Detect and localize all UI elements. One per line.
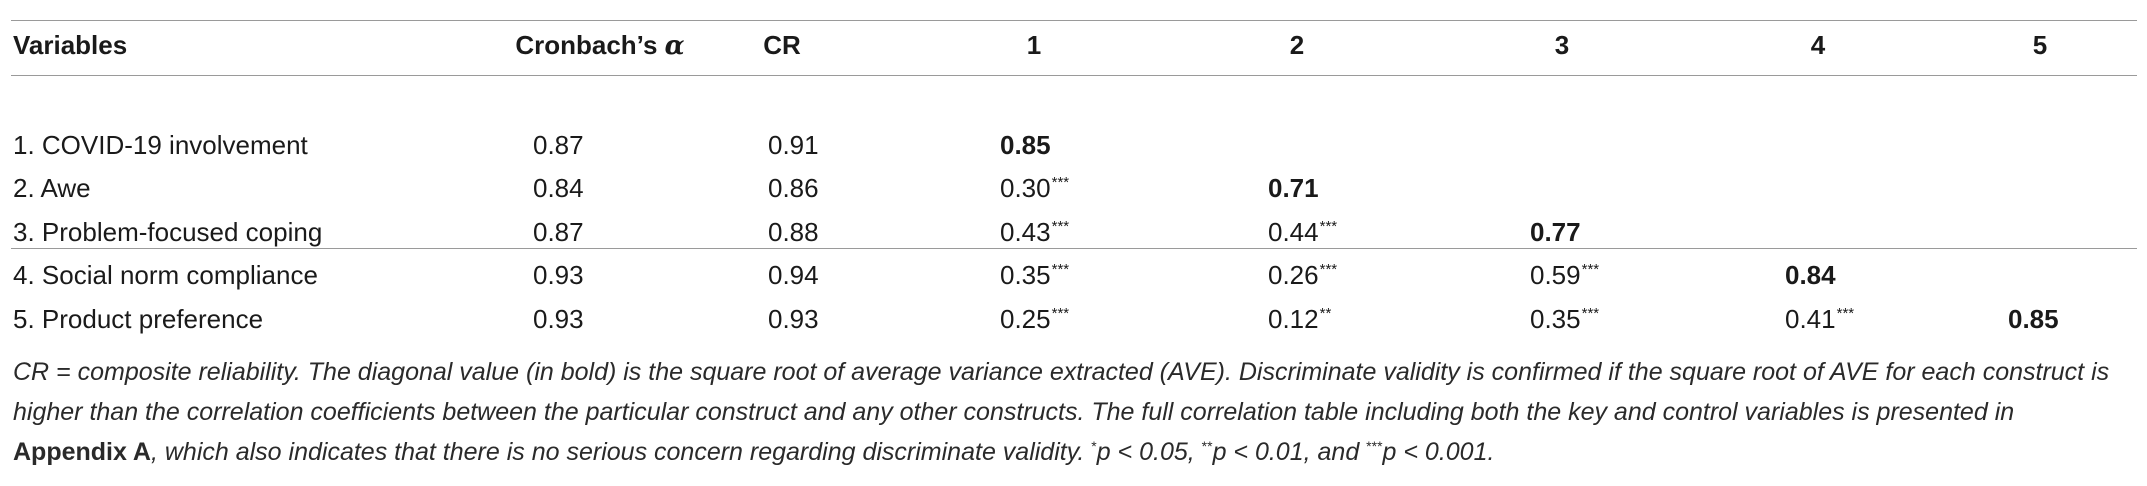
correlation-value: 0.30*** bbox=[1000, 172, 1069, 209]
cell-number: 0.93 bbox=[533, 303, 584, 334]
alpha-value: 0.87 bbox=[533, 216, 584, 248]
correlation-value: 0.44*** bbox=[1268, 216, 1337, 253]
diagonal-ave-value: 0.77 bbox=[1530, 216, 1581, 248]
sig-text-2: p < 0.01, and bbox=[1212, 438, 1367, 466]
cell-number: 0.94 bbox=[768, 260, 819, 290]
sig-marker-1: * bbox=[1091, 438, 1097, 454]
correlation-value: 0.41*** bbox=[1785, 303, 1854, 340]
footnote-text-1: CR = composite reliability. The diagonal… bbox=[13, 358, 2110, 426]
sig-text-1: p < 0.05, bbox=[1096, 438, 1202, 466]
alpha-value: 0.93 bbox=[533, 259, 584, 291]
alpha-value: 0.93 bbox=[533, 303, 584, 335]
cell-number: 0.93 bbox=[533, 260, 584, 290]
correlation-value: 0.59*** bbox=[1530, 259, 1599, 296]
significance-marker: *** bbox=[1836, 304, 1855, 322]
sig-text-3: p < 0.001. bbox=[1382, 438, 1495, 466]
cell-number: 0.30 bbox=[1000, 173, 1051, 203]
cell-number: 0.93 bbox=[768, 303, 819, 334]
header-col-5: 5 bbox=[2032, 30, 2048, 60]
correlation-value: 0.43*** bbox=[1000, 216, 1069, 253]
alpha-symbol: α bbox=[664, 31, 685, 61]
cell-number: 0.35 bbox=[1530, 303, 1581, 334]
cell-number: 0.44 bbox=[1268, 216, 1319, 247]
row-variable-label: 2. Awe bbox=[13, 173, 91, 203]
cr-value: 0.91 bbox=[768, 129, 819, 161]
cell-number: 0.87 bbox=[533, 216, 584, 247]
cr-value: 0.93 bbox=[768, 303, 819, 335]
bottom-rule bbox=[11, 248, 2137, 249]
cell-number: 0.41 bbox=[1785, 303, 1836, 334]
row-variable-label: 1. COVID-19 involvement bbox=[13, 129, 308, 160]
header-rule bbox=[11, 75, 2137, 76]
correlation-value: 0.12** bbox=[1268, 303, 1331, 340]
cell-number: 0.12 bbox=[1268, 303, 1319, 334]
header-cr: CR bbox=[763, 30, 801, 60]
row-variable-label: 3. Problem-focused coping bbox=[13, 216, 323, 247]
cell-number: 0.86 bbox=[768, 173, 819, 203]
row-variable-label: 4. Social norm compliance bbox=[13, 260, 318, 290]
table-footnote: CR = composite reliability. The diagonal… bbox=[13, 352, 2133, 475]
correlation-value: 0.25*** bbox=[1000, 303, 1069, 340]
correlation-value: 0.26*** bbox=[1268, 259, 1337, 296]
significance-marker: *** bbox=[1051, 174, 1070, 191]
sig-marker-2: ** bbox=[1201, 438, 1213, 454]
cell-number: 0.91 bbox=[768, 129, 819, 160]
significance-marker: *** bbox=[1581, 261, 1600, 278]
header-cronbach-label: Cronbach’s bbox=[515, 30, 665, 60]
significance-marker: *** bbox=[1051, 304, 1070, 322]
cell-number: 0.25 bbox=[1000, 303, 1051, 334]
sig-marker-3: *** bbox=[1366, 438, 1383, 454]
cr-value: 0.88 bbox=[768, 216, 819, 248]
cell-number: 0.85 bbox=[1000, 129, 1051, 160]
significance-marker: *** bbox=[1581, 304, 1600, 322]
cell-number: 0.77 bbox=[1530, 216, 1581, 247]
cr-value: 0.94 bbox=[768, 259, 819, 291]
header-col-2: 2 bbox=[1289, 30, 1305, 60]
header-variables: Variables bbox=[13, 30, 128, 60]
header-cronbach-alpha: Cronbach’s α bbox=[515, 29, 684, 62]
alpha-value: 0.84 bbox=[533, 172, 584, 204]
cell-number: 0.84 bbox=[1785, 260, 1836, 290]
cell-number: 0.59 bbox=[1530, 260, 1581, 290]
cell-number: 0.84 bbox=[533, 173, 584, 203]
cell-number: 0.85 bbox=[2008, 303, 2059, 334]
header-col-3: 3 bbox=[1554, 30, 1570, 60]
cell-number: 0.26 bbox=[1268, 260, 1319, 290]
diagonal-ave-value: 0.84 bbox=[1785, 259, 1836, 291]
cell-number: 0.43 bbox=[1000, 216, 1051, 247]
diagonal-ave-value: 0.85 bbox=[1000, 129, 1051, 161]
cell-number: 0.35 bbox=[1000, 260, 1051, 290]
diagonal-ave-value: 0.85 bbox=[2008, 303, 2059, 335]
cell-number: 0.71 bbox=[1268, 173, 1319, 203]
appendix-reference: Appendix A bbox=[13, 438, 151, 466]
significance-marker: *** bbox=[1319, 217, 1338, 235]
cell-number: 0.87 bbox=[533, 129, 584, 160]
diagonal-ave-value: 0.71 bbox=[1268, 172, 1319, 204]
cr-value: 0.86 bbox=[768, 172, 819, 204]
correlation-value: 0.35*** bbox=[1530, 303, 1599, 340]
correlation-value: 0.35*** bbox=[1000, 259, 1069, 296]
footnote-text-2: , which also indicates that there is no … bbox=[150, 438, 1092, 466]
alpha-value: 0.87 bbox=[533, 129, 584, 161]
header-col-4: 4 bbox=[1810, 30, 1826, 60]
significance-marker: *** bbox=[1051, 261, 1070, 278]
header-col-1: 1 bbox=[1026, 30, 1042, 60]
significance-marker: *** bbox=[1051, 217, 1070, 235]
row-variable-label: 5. Product preference bbox=[13, 303, 264, 334]
significance-marker: *** bbox=[1319, 261, 1338, 278]
top-rule bbox=[11, 20, 2137, 21]
cell-number: 0.88 bbox=[768, 216, 819, 247]
significance-marker: ** bbox=[1319, 304, 1332, 322]
